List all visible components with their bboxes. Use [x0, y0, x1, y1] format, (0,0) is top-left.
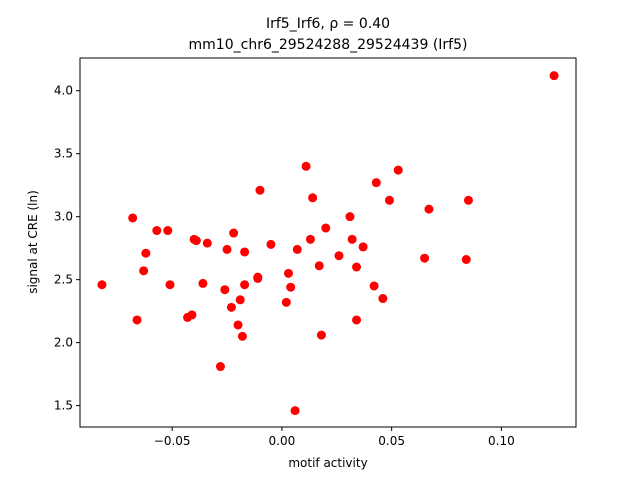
- y-tick-label-5: 4.0: [54, 84, 73, 98]
- data-point-37: [316, 330, 326, 340]
- data-point-51: [424, 204, 434, 214]
- data-point-11: [191, 236, 201, 246]
- data-point-26: [255, 185, 265, 195]
- data-point-29: [283, 268, 293, 278]
- plot-frame: [79, 57, 577, 428]
- x-axis-label: motif activity: [288, 456, 367, 470]
- data-point-25: [253, 272, 263, 282]
- y-tick-label-3: 3.0: [54, 210, 73, 224]
- data-point-20: [235, 295, 245, 305]
- data-point-6: [163, 226, 173, 236]
- data-point-18: [229, 228, 239, 238]
- data-point-36: [314, 261, 324, 271]
- data-point-1: [128, 213, 138, 223]
- data-point-39: [334, 251, 344, 261]
- x-axis-ticks: −0.05 0.00 0.05 0.10: [154, 427, 515, 448]
- data-point-19: [233, 320, 243, 330]
- data-point-47: [378, 294, 388, 304]
- data-point-45: [369, 281, 379, 291]
- data-point-4: [141, 248, 151, 258]
- data-point-54: [549, 71, 559, 81]
- data-point-23: [240, 247, 250, 257]
- data-point-22: [240, 280, 250, 290]
- x-tick-label-1: 0.00: [269, 434, 296, 448]
- data-point-48: [384, 195, 394, 205]
- data-points: [97, 71, 559, 416]
- data-point-42: [352, 315, 362, 325]
- x-tick-label-2: 0.05: [378, 434, 405, 448]
- data-point-15: [220, 285, 230, 295]
- data-point-16: [222, 244, 232, 254]
- data-point-13: [202, 238, 212, 248]
- data-point-34: [305, 234, 315, 244]
- x-tick-label-0: −0.05: [154, 434, 191, 448]
- y-tick-label-2: 2.5: [54, 273, 73, 287]
- data-point-7: [165, 280, 175, 290]
- data-point-53: [463, 195, 473, 205]
- data-point-38: [321, 223, 331, 233]
- data-point-35: [308, 193, 318, 203]
- data-point-46: [371, 178, 381, 188]
- data-point-2: [132, 315, 142, 325]
- data-point-33: [301, 161, 311, 171]
- data-point-27: [266, 239, 276, 249]
- data-point-41: [347, 234, 357, 244]
- data-point-32: [292, 244, 302, 254]
- chart-title-line2: mm10_chr6_29524288_29524439 (Irf5): [189, 37, 468, 53]
- data-point-3: [139, 266, 149, 276]
- x-tick-label-3: 0.10: [488, 434, 515, 448]
- data-point-9: [187, 310, 197, 320]
- data-point-40: [345, 212, 355, 222]
- y-tick-label-1: 2.0: [54, 336, 73, 350]
- data-point-12: [198, 278, 208, 288]
- data-point-5: [152, 226, 162, 236]
- data-point-21: [237, 331, 247, 341]
- y-axis-ticks: 1.5 2.0 2.5 3.0 3.5 4.0: [54, 84, 80, 413]
- data-point-0: [97, 280, 107, 290]
- data-point-31: [290, 406, 300, 416]
- data-point-52: [461, 255, 471, 265]
- data-point-28: [281, 297, 291, 307]
- data-point-44: [358, 242, 368, 252]
- y-axis-label: signal at CRE (ln): [26, 190, 40, 294]
- data-point-17: [226, 302, 236, 312]
- data-point-30: [286, 282, 296, 292]
- data-point-43: [352, 262, 362, 272]
- data-point-49: [393, 165, 403, 175]
- y-tick-label-4: 3.5: [54, 147, 73, 161]
- data-point-50: [420, 253, 430, 263]
- chart-title-line1: Irf5_Irf6, ρ = 0.40: [266, 16, 390, 32]
- data-point-14: [215, 362, 225, 372]
- y-tick-label-0: 1.5: [54, 399, 73, 413]
